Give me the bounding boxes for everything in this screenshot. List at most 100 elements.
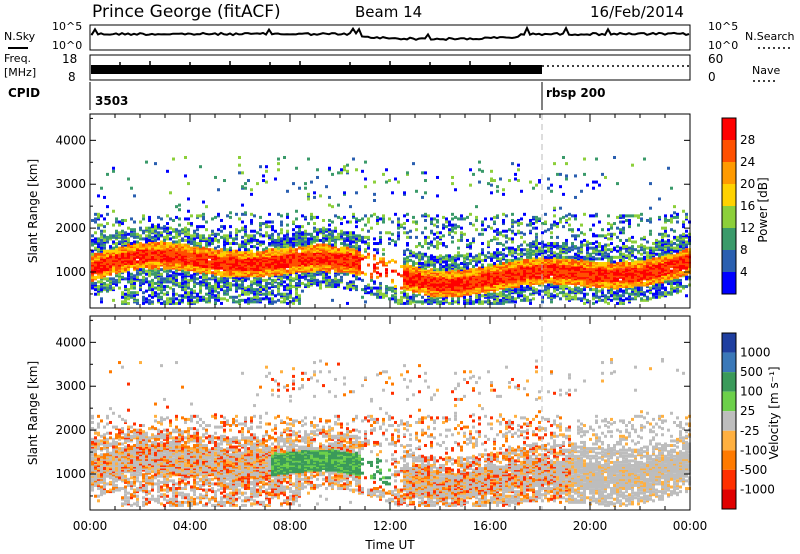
- power-cell: [124, 301, 127, 305]
- power-cell: [301, 257, 304, 261]
- power-cell: [352, 215, 355, 219]
- power-cell: [214, 298, 217, 302]
- power-cell: [550, 266, 553, 270]
- power-cell: [493, 295, 496, 299]
- power-cell: [283, 240, 286, 244]
- power-cell: [349, 252, 352, 256]
- power-cell: [562, 289, 565, 293]
- power-cell: [499, 300, 502, 304]
- power-cell: [118, 268, 121, 272]
- power-cell: [322, 218, 325, 222]
- power-cell: [556, 281, 559, 285]
- power-cell: [256, 295, 259, 299]
- power-cell: [532, 291, 535, 295]
- power-cell: [409, 288, 412, 292]
- power-cell: [340, 252, 343, 256]
- power-cell: [223, 291, 226, 295]
- power-cell: [193, 237, 196, 241]
- power-cell: [271, 280, 274, 284]
- power-cell: [127, 263, 130, 267]
- power-cell: [172, 258, 175, 262]
- power-cell: [433, 295, 436, 299]
- power-cell: [544, 229, 547, 233]
- power-cell: [508, 237, 511, 241]
- power-cell: [145, 160, 148, 164]
- power-cell: [307, 252, 310, 256]
- power-cell: [346, 252, 349, 256]
- power-cell: [316, 231, 319, 235]
- power-cell: [490, 280, 493, 284]
- power-cell: [247, 298, 250, 302]
- power-cell: [199, 288, 202, 292]
- power-cell: [241, 243, 244, 247]
- power-cell: [538, 258, 541, 262]
- power-cell: [100, 235, 103, 239]
- power-cell: [247, 297, 250, 301]
- power-cell: [481, 258, 484, 262]
- power-cell: [178, 249, 181, 253]
- power-cell: [418, 254, 421, 258]
- power-cell: [511, 231, 514, 235]
- power-cell: [463, 289, 466, 293]
- power-cell: [370, 226, 373, 230]
- power-cell: [304, 245, 307, 249]
- power-cell: [502, 243, 505, 247]
- power-cell: [100, 254, 103, 258]
- power-cell: [475, 280, 478, 284]
- power-cell: [259, 222, 262, 226]
- power-cell: [310, 281, 313, 285]
- power-cell: [457, 263, 460, 267]
- power-cell: [484, 277, 487, 281]
- power-cell: [307, 254, 310, 258]
- power-cell: [301, 261, 304, 265]
- power-cell: [325, 229, 328, 233]
- power-cell: [265, 297, 268, 301]
- power-cell: [355, 269, 358, 273]
- power-cell: [544, 271, 547, 275]
- power-cell: [514, 172, 517, 176]
- power-cell: [187, 243, 190, 247]
- power-cell: [412, 297, 415, 301]
- power-cell: [469, 281, 472, 285]
- power-cell: [493, 301, 496, 305]
- power-cell: [115, 268, 118, 272]
- power-cell: [520, 217, 523, 221]
- power-cell: [289, 258, 292, 262]
- power-cell: [406, 171, 409, 175]
- power-cell: [220, 271, 223, 275]
- power-cell: [106, 289, 109, 293]
- power-cell: [508, 228, 511, 232]
- power-cell: [475, 272, 478, 276]
- power-cell: [436, 243, 439, 247]
- power-cell: [244, 249, 247, 253]
- power-cell: [529, 260, 532, 264]
- power-cell: [517, 278, 520, 282]
- power-cell: [292, 285, 295, 289]
- power-cell: [340, 222, 343, 226]
- power-cell: [496, 214, 499, 218]
- power-cell: [241, 285, 244, 289]
- power-cell: [130, 261, 133, 265]
- power-cell: [214, 278, 217, 282]
- power-cell: [343, 192, 346, 196]
- power-cell: [169, 252, 172, 256]
- power-cell: [271, 228, 274, 232]
- power-cell: [472, 280, 475, 284]
- power-cell: [97, 260, 100, 264]
- power-cell: [307, 271, 310, 275]
- power-cell: [544, 245, 547, 249]
- power-cell: [343, 252, 346, 256]
- power-cell: [172, 280, 175, 284]
- power-cell: [328, 266, 331, 270]
- power-cell: [304, 263, 307, 267]
- power-cell: [334, 268, 337, 272]
- power-cell: [160, 251, 163, 255]
- power-cell: [538, 266, 541, 270]
- power-cell: [142, 301, 145, 305]
- power-cell: [301, 231, 304, 235]
- power-cell: [181, 257, 184, 261]
- power-cell: [247, 237, 250, 241]
- power-cell: [220, 266, 223, 270]
- power-cell: [229, 249, 232, 253]
- power-cell: [352, 232, 355, 236]
